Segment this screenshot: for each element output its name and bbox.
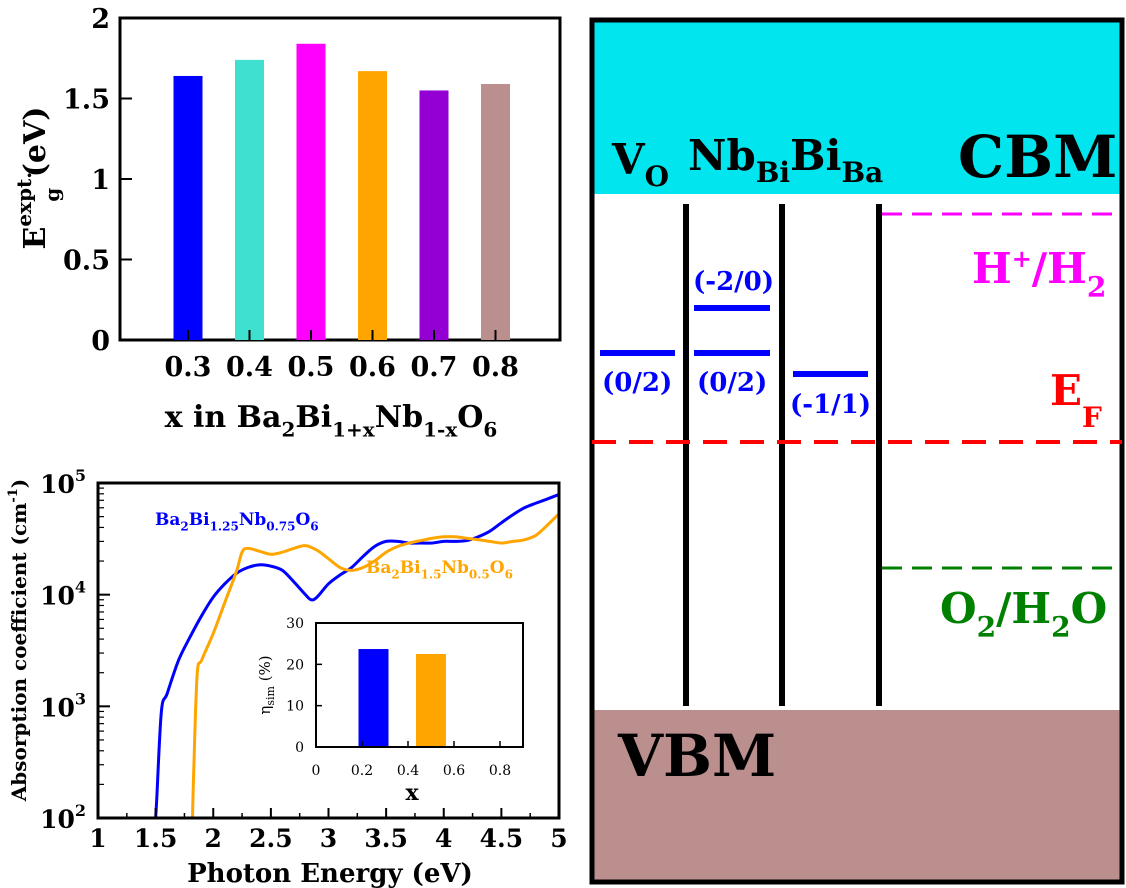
absorption-y-axis-label: Absorption coefficient (cm-1) [6,479,31,803]
x-tick-label: 3 [320,824,337,853]
column-label-vo: VO [611,135,669,193]
defect-level-diagram: CBM VBM VO NbBi BiBa (0/2) (-2/0) (0/2) … [589,17,1125,885]
x-tick-label: 0.7 [411,352,458,383]
y-tick-label: 0 [91,326,110,357]
inset-x-tick-label: 0.4 [397,763,419,779]
inset-plot-frame [315,622,524,748]
y-tick-label: 0.5 [63,246,110,277]
x-tick-label: 1.5 [134,824,178,853]
h-plus-h2-level-label: H+/H2 [972,244,1106,303]
cbm-band [592,20,1122,194]
y-tick-label: 1 [91,165,110,196]
level-label-nbbi-lower: (0/2) [697,368,767,398]
inset-bar-x-0.25 [358,649,389,747]
level-label-vo: (0/2) [602,368,672,398]
bar-x-0.4 [235,59,264,341]
column-label-biba: BiBa [790,131,883,189]
absorption-chart: 1 1.5 2 2.5 3 3.5 4 4.5 5 102 103 104 105 Photon En… [6,466,568,888]
diagram-frame [589,17,1125,885]
bar-x-0.5 [296,43,326,340]
bandgap-bar-chart: 0 0.5 1 1.5 2 0.3 0.4 0.5 0.6 0.7 0.8 Eexpt. g (eV… [12,4,562,442]
x-tick-label: 0.5 [288,352,335,383]
column-label-nbbi: NbBi [688,131,790,189]
y-tick-label: 102 [40,801,86,834]
inset-x-tick-label: 0.6 [443,763,465,779]
inset-bar-x-0.5 [416,654,446,747]
bar-x-0.7 [419,90,449,340]
bar-x-0.6 [358,71,387,340]
series-label-ba2bi1.5: Ba2Bi1.5Nb0.5O6 [366,558,513,581]
x-tick-label: 1 [89,824,106,853]
level-label-biba: (-1/1) [790,390,871,420]
o2-h2o-level-label: O2/H2O [940,584,1107,643]
vbm-label: VBM [617,722,776,790]
inset-bar-tail [432,737,446,747]
fermi-level-label: EF [1050,366,1102,434]
inset-y-tick-label: 10 [286,699,304,715]
x-tick-label: 2 [205,824,222,853]
series-line-ba2bi1.25 [154,493,559,818]
efficiency-inset-chart: 0 0.2 0.4 0.6 0.8 0 10 20 30 x ηsim (%) [256,616,524,806]
x-tick-label: 4.5 [480,824,524,853]
x-tick-label: 5 [550,824,567,853]
inset-bar-tail [374,737,389,747]
absorption-x-axis-label: Photon Energy (eV) [187,859,473,888]
inset-x-tick-label: 0 [312,763,321,779]
inset-y-tick-label: 20 [286,657,304,673]
x-tick-label: 3.5 [364,824,408,853]
inset-y-axis-label: ηsim (%) [256,655,277,714]
level-label-nbbi-upper: (-2/0) [693,267,774,297]
x-tick-label: 0.4 [226,352,273,383]
y-tick-label: 104 [40,578,86,611]
bandgap-x-axis-label: x in Ba2Bi1+xNb1-xO6 [165,400,498,442]
inset-x-tick-label: 0.8 [489,763,511,779]
x-tick-label: 0.3 [165,352,212,383]
inset-x-axis-label: x [405,780,419,806]
y-tick-label: 103 [40,689,86,722]
x-tick-label: 0.8 [472,352,519,383]
x-tick-label: 2.5 [249,824,293,853]
series-line-ba2bi1.5 [191,512,559,818]
bandgap-y-axis-label: Eexpt. g (eV) [12,107,64,250]
bar-x-0.8 [481,84,510,340]
x-tick-label: 4 [435,824,452,853]
x-tick-label: 0.6 [349,352,396,383]
cbm-label: CBM [958,123,1117,191]
y-tick-label: 1.5 [63,85,110,116]
inset-y-tick-label: 30 [286,616,304,632]
vbm-band [592,710,1122,882]
y-tick-label: 105 [40,466,86,499]
bar-x-0.3 [173,75,203,341]
inset-y-tick-label: 0 [295,740,304,756]
inset-x-tick-label: 0.2 [351,763,373,779]
y-tick-label: 2 [91,4,110,35]
series-label-ba2bi1.25: Ba2Bi1.25Nb0.75O6 [155,510,319,533]
